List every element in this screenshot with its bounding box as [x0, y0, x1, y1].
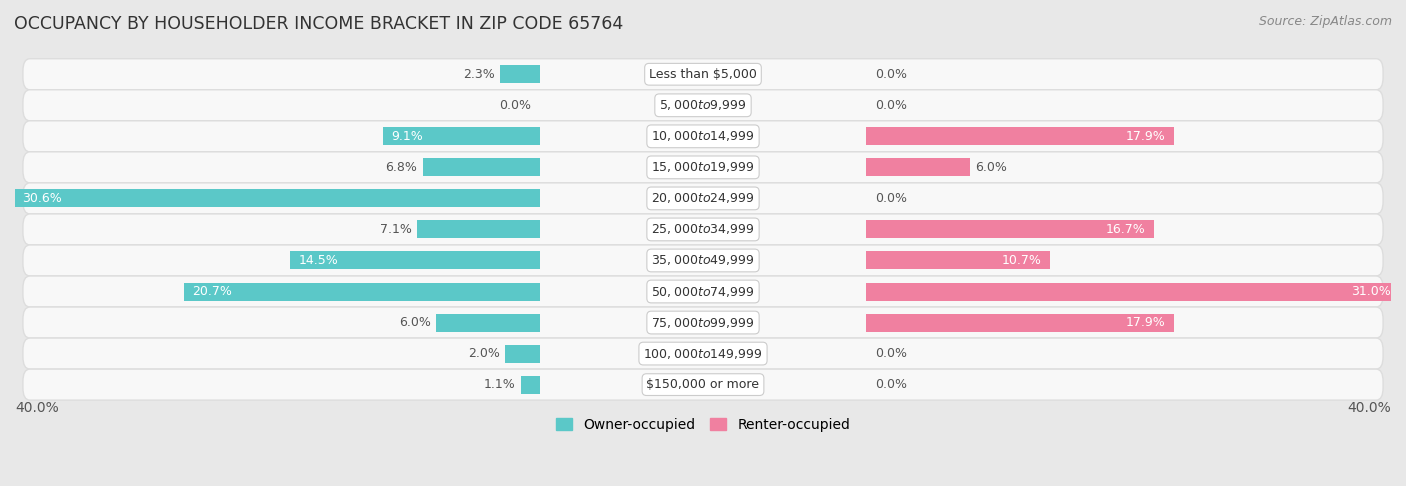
Text: 0.0%: 0.0%	[875, 378, 907, 391]
FancyBboxPatch shape	[22, 369, 1384, 400]
Text: Less than $5,000: Less than $5,000	[650, 68, 756, 81]
Bar	[505, 345, 540, 363]
Bar	[418, 221, 540, 239]
FancyBboxPatch shape	[22, 245, 1384, 276]
Bar	[290, 251, 540, 269]
Text: 0.0%: 0.0%	[875, 99, 907, 112]
Text: 0.0%: 0.0%	[875, 192, 907, 205]
FancyBboxPatch shape	[22, 152, 1384, 183]
Text: 20.7%: 20.7%	[193, 285, 232, 298]
Bar	[501, 65, 540, 83]
Text: 1.1%: 1.1%	[484, 378, 516, 391]
Text: 7.1%: 7.1%	[381, 223, 412, 236]
Bar	[866, 221, 1154, 239]
Bar	[866, 313, 1174, 331]
Text: 17.9%: 17.9%	[1126, 316, 1166, 329]
Text: 6.0%: 6.0%	[974, 161, 1007, 174]
FancyBboxPatch shape	[22, 90, 1384, 121]
Text: 31.0%: 31.0%	[1351, 285, 1391, 298]
Text: 10.7%: 10.7%	[1002, 254, 1042, 267]
Text: OCCUPANCY BY HOUSEHOLDER INCOME BRACKET IN ZIP CODE 65764: OCCUPANCY BY HOUSEHOLDER INCOME BRACKET …	[14, 15, 623, 33]
FancyBboxPatch shape	[22, 59, 1384, 90]
Text: $15,000 to $19,999: $15,000 to $19,999	[651, 160, 755, 174]
Text: $50,000 to $74,999: $50,000 to $74,999	[651, 284, 755, 298]
FancyBboxPatch shape	[22, 307, 1384, 338]
Text: 6.8%: 6.8%	[385, 161, 418, 174]
Bar	[13, 190, 540, 208]
FancyBboxPatch shape	[22, 214, 1384, 245]
Text: $35,000 to $49,999: $35,000 to $49,999	[651, 254, 755, 267]
Text: $20,000 to $24,999: $20,000 to $24,999	[651, 191, 755, 206]
Bar	[520, 376, 540, 394]
Bar	[382, 127, 540, 145]
Bar	[866, 158, 970, 176]
Text: 14.5%: 14.5%	[299, 254, 339, 267]
Legend: Owner-occupied, Renter-occupied: Owner-occupied, Renter-occupied	[550, 413, 856, 437]
Bar	[436, 313, 540, 331]
Text: 40.0%: 40.0%	[15, 401, 59, 415]
Text: Source: ZipAtlas.com: Source: ZipAtlas.com	[1258, 15, 1392, 28]
Text: 40.0%: 40.0%	[1347, 401, 1391, 415]
Text: 0.0%: 0.0%	[875, 347, 907, 360]
Text: $25,000 to $34,999: $25,000 to $34,999	[651, 223, 755, 236]
FancyBboxPatch shape	[22, 183, 1384, 214]
Text: $75,000 to $99,999: $75,000 to $99,999	[651, 315, 755, 330]
Text: 0.0%: 0.0%	[875, 68, 907, 81]
Text: 2.3%: 2.3%	[463, 68, 495, 81]
Text: $10,000 to $14,999: $10,000 to $14,999	[651, 129, 755, 143]
Text: 9.1%: 9.1%	[392, 130, 423, 143]
Bar	[184, 282, 540, 300]
FancyBboxPatch shape	[22, 338, 1384, 369]
Text: $100,000 to $149,999: $100,000 to $149,999	[644, 347, 762, 361]
Text: 16.7%: 16.7%	[1105, 223, 1144, 236]
Bar	[866, 251, 1050, 269]
Text: 17.9%: 17.9%	[1126, 130, 1166, 143]
Text: $5,000 to $9,999: $5,000 to $9,999	[659, 98, 747, 112]
Bar	[423, 158, 540, 176]
FancyBboxPatch shape	[22, 121, 1384, 152]
FancyBboxPatch shape	[22, 276, 1384, 307]
Text: 0.0%: 0.0%	[499, 99, 531, 112]
Text: 2.0%: 2.0%	[468, 347, 501, 360]
Bar	[866, 127, 1174, 145]
Text: 6.0%: 6.0%	[399, 316, 432, 329]
Text: $150,000 or more: $150,000 or more	[647, 378, 759, 391]
Text: 30.6%: 30.6%	[22, 192, 62, 205]
Bar	[866, 282, 1399, 300]
